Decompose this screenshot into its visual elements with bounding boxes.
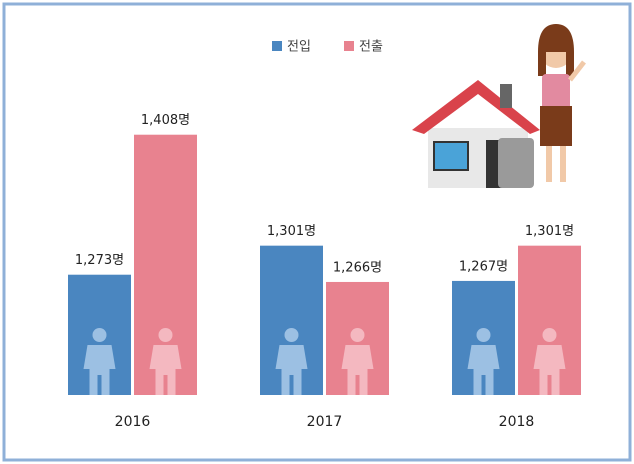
x-tick-label: 2016 <box>115 414 151 430</box>
data-label: 1,301명 <box>267 224 316 239</box>
x-tick-label: 2018 <box>499 414 535 430</box>
person-icon <box>149 345 182 395</box>
person-icon <box>92 328 107 342</box>
person-icon <box>284 328 299 342</box>
person-icon <box>341 345 374 395</box>
person-icon <box>275 345 308 395</box>
person-icon <box>350 328 365 342</box>
x-tick-label: 2017 <box>307 414 343 430</box>
data-label: 1,301명 <box>525 224 574 239</box>
legend-label: 전입 <box>287 40 311 55</box>
illustration <box>412 24 586 188</box>
person-icon <box>83 345 116 395</box>
person-icon <box>542 328 557 342</box>
data-label: 1,267명 <box>459 259 508 274</box>
person-icon <box>476 328 491 342</box>
legend-swatch <box>272 41 282 51</box>
data-label: 1,266명 <box>333 260 382 275</box>
data-label: 1,273명 <box>75 253 124 268</box>
person-icon <box>467 345 500 395</box>
person-icon <box>158 328 173 342</box>
legend-swatch <box>344 41 354 51</box>
person-icon <box>533 345 566 395</box>
legend-label: 전출 <box>359 40 383 55</box>
data-label: 1,408명 <box>141 113 190 128</box>
